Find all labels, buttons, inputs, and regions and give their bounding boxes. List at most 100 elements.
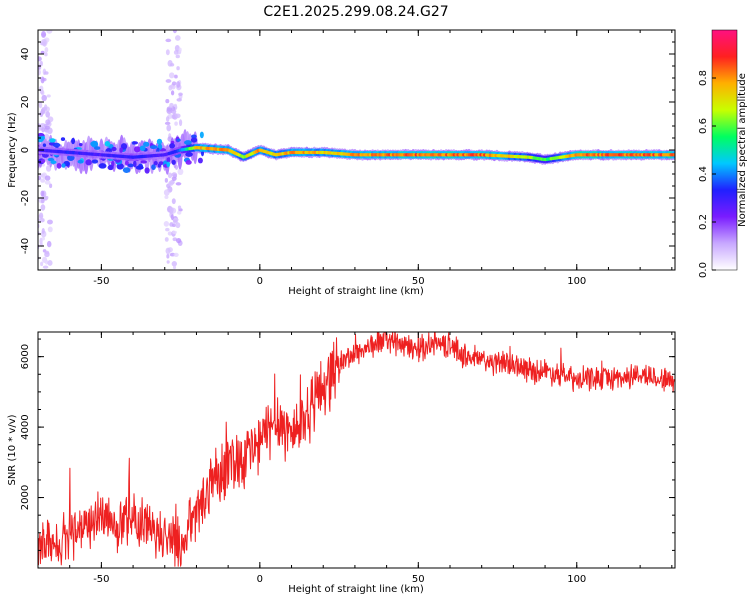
noise-blob [173,103,178,108]
noise-blob [47,259,53,266]
spectral-blob [116,163,124,170]
spectral-blob [169,143,176,149]
noise-blob [167,172,173,179]
y-tick-label: 0 [20,147,31,153]
y-tick-label: 4000 [20,414,31,439]
noise-blob [38,175,42,181]
noise-blob [34,89,37,93]
colorbar-axes: 0.0 0.2 0.4 0.6 0.8 [698,70,716,278]
noise-blob [42,265,49,269]
noise-blob [40,261,44,267]
noise-blob [40,90,45,96]
spectral-blob [158,161,164,166]
noise-blob [172,219,178,224]
noise-blob [163,189,170,196]
noise-blob [173,252,179,257]
noise-blob [171,223,176,228]
noise-blob [40,76,45,84]
spectral-blob [85,159,92,166]
x-tick-label: -50 [93,574,109,585]
noise-blob [41,94,47,102]
spectral-blob [61,163,66,168]
x-tick-label: 50 [412,276,425,287]
noise-blob [176,66,180,71]
noise-blob [40,30,47,38]
noise-blob [164,178,168,183]
noise-blob [164,121,171,125]
noise-blob [39,60,43,67]
spectrogram-plot [33,30,675,270]
noise-blob [178,47,182,53]
noise-blob [166,124,172,132]
snr-frame [37,331,676,569]
spectral-blob [60,137,66,141]
noise-blob [165,227,170,232]
noise-blob [41,237,45,241]
noise-blob [39,218,45,223]
noise-blob [44,259,49,265]
spectral-blob [78,142,83,147]
spectral-blob [111,146,117,152]
spectral-blob [104,141,111,147]
noise-blob [169,102,174,109]
noise-blob [170,214,174,221]
noise-blob [44,180,51,185]
noise-blob [174,121,178,126]
spectral-blob [144,167,150,174]
spectral-blob [150,145,158,149]
noise-blob [44,125,50,130]
noise-blob [47,219,53,225]
noise-blob [165,99,170,104]
noise-blob [46,30,53,34]
noise-blob [41,126,45,133]
spectral-blob [71,137,76,145]
noise-blob [171,172,178,178]
colorbar-tick-label: 0.4 [698,166,709,182]
noise-blob [44,71,49,75]
chart-title: C2E1.2025.299.08.24.G27 [263,4,448,20]
spectrogram-xlabel: Height of straight line (km) [288,286,424,297]
spectral-blob [133,160,137,168]
noise-blob [175,182,182,186]
spectral-blob [107,165,114,171]
noise-blob [44,250,50,255]
x-tick-label: 100 [567,276,586,287]
spectral-blob [90,141,98,147]
spectral-blob [185,160,192,165]
spectral-blob [171,159,176,165]
noise-blob [174,35,181,41]
noise-blob [163,220,170,227]
spectral-blob [185,152,193,157]
noise-blob [175,237,182,244]
noise-blob [38,69,42,76]
spectral-blob [156,138,163,145]
spectral-blob [139,145,146,151]
spectral-blob [190,137,198,143]
noise-blob [165,247,171,255]
snr-series-line [38,332,675,567]
spectral-blob [153,160,158,166]
noise-blob [44,134,50,139]
spectral-blob [191,134,197,139]
y-tick-label: 6000 [20,344,31,369]
spectral-blob [77,159,84,164]
spectral-blob [184,140,192,145]
colorbar [711,29,738,271]
spectral-blob [166,161,171,168]
noise-blob [33,128,37,134]
noise-blob [164,195,169,199]
noise-blob [166,260,170,264]
spectral-blob [120,143,128,150]
noise-blob [33,90,37,94]
spectral-blob [122,167,131,173]
noise-blob [176,81,181,88]
spectral-blob [127,163,134,168]
noise-blob [172,237,178,242]
spectral-blob [124,160,129,166]
snr-axes: -50 0 50 100 2000 4000 6000 [20,332,675,585]
noise-blob [168,72,175,79]
noise-blob [44,129,50,133]
noise-blob [166,107,173,115]
noise-blob [171,81,177,86]
noise-blob [40,198,45,204]
